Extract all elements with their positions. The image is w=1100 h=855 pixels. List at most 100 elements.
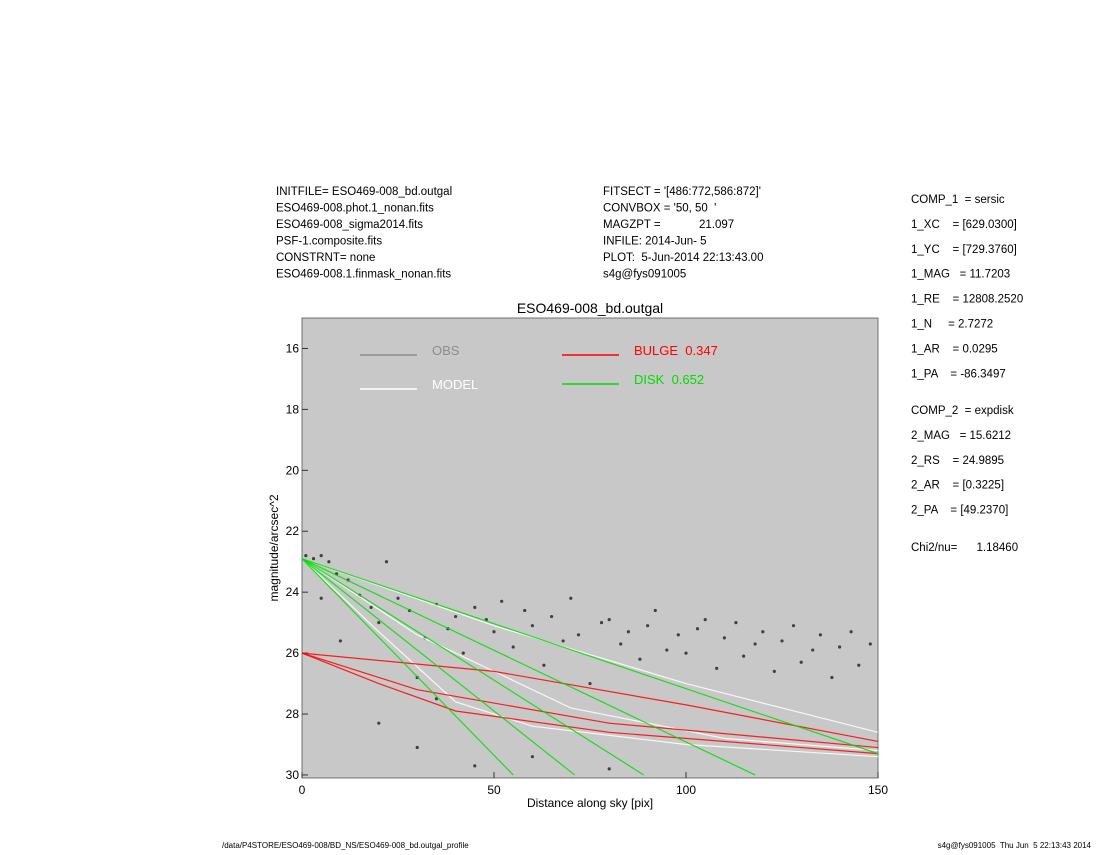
footer-left: /data/P4STORE/ESO469-008/BD_NS/ESO469-00… (222, 841, 469, 850)
x-tick-label: 0 (299, 783, 306, 797)
obs-point (473, 764, 477, 768)
obs-point (638, 657, 642, 661)
header-line: s4g@fys091005 (603, 269, 686, 281)
y-tick-label: 30 (286, 768, 300, 782)
obs-point (576, 633, 581, 637)
y-axis-label: magnitude/arcsec^2 (267, 494, 281, 601)
obs-point (588, 681, 592, 686)
header-line: FITSECT = '[486:772,586:872]' (603, 186, 761, 198)
header-line: INFILE: 2014-Jun- 5 (603, 236, 707, 248)
obs-point (304, 554, 308, 558)
x-axis-label: Distance along sky [pix] (527, 796, 653, 810)
obs-point (703, 617, 707, 622)
param-line: 1_AR = 0.0295 (911, 343, 998, 355)
param-line: COMP_1 = sersic (911, 194, 1005, 206)
header-line: PSF-1.composite.fits (276, 236, 382, 248)
obs-point (319, 596, 323, 600)
obs-point (742, 654, 746, 658)
header-line: PLOT: 5-Jun-2014 22:13:43.00 (603, 252, 763, 264)
obs-point (818, 633, 823, 637)
y-tick-label: 24 (286, 585, 300, 599)
profile-line (301, 558, 879, 755)
header-line: CONSTRNT= none (276, 252, 375, 264)
obs-point (500, 599, 504, 603)
profile-line (301, 558, 879, 733)
obs-point (684, 651, 688, 655)
obs-point (646, 624, 650, 628)
obs-point (607, 767, 611, 771)
obs-point (434, 697, 438, 701)
obs-point (799, 660, 803, 664)
header-line: INITFILE= ESO469-008_bd.outgal (276, 186, 452, 198)
obs-point (569, 596, 573, 600)
legend-label: MODEL (432, 377, 478, 392)
header-line: ESO469-008_sigma2014.fits (276, 219, 423, 231)
obs-point (542, 663, 546, 667)
obs-point (665, 648, 669, 652)
param-line: 2_MAG = 15.6212 (911, 430, 1011, 442)
profile-line (301, 558, 879, 758)
header-line: MAGZPT = 21.097 (603, 219, 734, 231)
obs-point (599, 621, 604, 625)
obs-point (838, 645, 842, 649)
plot-area (301, 317, 879, 779)
legend-label: OBS (432, 343, 460, 358)
x-tick-label: 150 (868, 783, 888, 797)
obs-point (791, 624, 796, 628)
obs-point (530, 624, 535, 628)
obs-point (530, 755, 535, 759)
obs-point (653, 608, 657, 613)
param-line: 2_RS = 24.9895 (911, 455, 1004, 467)
obs-point (338, 639, 342, 643)
obs-point (396, 596, 400, 600)
param-line: 2_AR = [0.3225] (911, 480, 1004, 492)
obs-point (523, 608, 527, 613)
obs-point (695, 627, 700, 631)
obs-point (454, 614, 458, 619)
obs-point (377, 721, 381, 725)
obs-point (311, 557, 316, 561)
y-tick-label: 28 (286, 707, 300, 721)
obs-point (761, 630, 765, 634)
obs-point (415, 745, 419, 750)
obs-point (830, 675, 834, 680)
param-line: 1_XC = [629.0300] (911, 219, 1017, 231)
obs-point (511, 645, 515, 649)
chart-title: ESO469-008_bd.outgal (517, 300, 663, 316)
obs-point (550, 614, 554, 619)
obs-point (369, 605, 373, 610)
legend-label: BULGE 0.347 (634, 343, 718, 358)
obs-point (473, 605, 477, 610)
y-tick-label: 20 (286, 463, 300, 477)
param-line: 1_YC = [729.3760] (911, 244, 1017, 256)
obs-point (461, 651, 465, 655)
obs-point (722, 636, 727, 640)
y-tick-label: 18 (286, 402, 300, 416)
x-tick-label: 100 (676, 783, 696, 797)
obs-point (868, 642, 872, 646)
profile-line (301, 558, 756, 776)
obs-point (607, 617, 611, 622)
obs-point (715, 666, 719, 670)
param-line: 1_MAG = 11.7203 (911, 269, 1010, 281)
obs-point (734, 621, 738, 625)
header-line: ESO469-008.phot.1_nonan.fits (276, 203, 434, 215)
profile-line (301, 558, 645, 776)
footer-right: s4g@fys091005 Thu Jun 5 22:13:43 2014 (938, 841, 1092, 850)
obs-point (492, 630, 496, 634)
header-line: ESO469-008.1.finmask_nonan.fits (276, 269, 451, 281)
profile-line (301, 652, 879, 749)
obs-point (619, 642, 623, 646)
obs-point (626, 630, 631, 634)
profile-line (301, 652, 879, 743)
header-line: CONVBOX = '50, 50 ' (603, 203, 716, 215)
y-tick-label: 22 (286, 524, 300, 538)
param-line: 1_PA = -86.3497 (911, 368, 1006, 380)
obs-point (753, 642, 757, 646)
profile-line (301, 558, 514, 776)
legend-label: DISK 0.652 (634, 372, 704, 387)
obs-point (676, 633, 680, 637)
profile-line (301, 652, 879, 755)
